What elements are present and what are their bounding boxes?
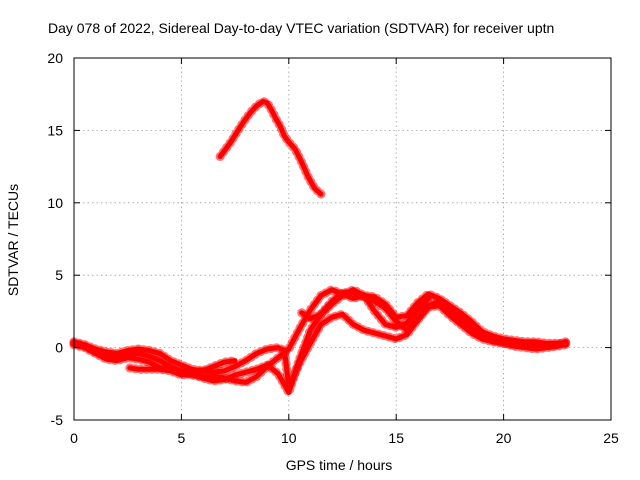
data-series xyxy=(69,96,571,397)
chart-title: Day 078 of 2022, Sidereal Day-to-day VTE… xyxy=(48,20,554,36)
series-markers xyxy=(125,356,240,380)
y-tick-label: 20 xyxy=(47,50,63,66)
x-tick-label: 0 xyxy=(70,430,78,446)
series-markers xyxy=(215,96,326,199)
series-markers xyxy=(297,285,433,332)
x-tick-label: 25 xyxy=(603,430,619,446)
x-axis-label: GPS time / hours xyxy=(286,457,393,473)
plot-frame xyxy=(73,57,612,421)
series-track-e xyxy=(297,285,433,332)
x-tick-label: 15 xyxy=(388,430,404,446)
y-tick-label: 15 xyxy=(47,122,63,138)
x-tick-label: 5 xyxy=(178,430,186,446)
y-tick-label: 0 xyxy=(55,340,63,356)
y-tick-label: 5 xyxy=(55,267,63,283)
y-tick-label: 10 xyxy=(47,195,63,211)
series-track-d xyxy=(125,356,240,380)
y-tick-label: -5 xyxy=(51,412,64,428)
y-axis-label: SDTVAR / TECUs xyxy=(5,184,21,296)
x-tick-label: 10 xyxy=(281,430,297,446)
series-track-c xyxy=(69,288,571,397)
series-markers xyxy=(69,288,571,397)
x-tick-label: 20 xyxy=(496,430,512,446)
series-track-high xyxy=(215,96,326,199)
axis-ticks: 0 5 10 15 20 25 -5 0 5 10 15 20 xyxy=(47,50,619,446)
